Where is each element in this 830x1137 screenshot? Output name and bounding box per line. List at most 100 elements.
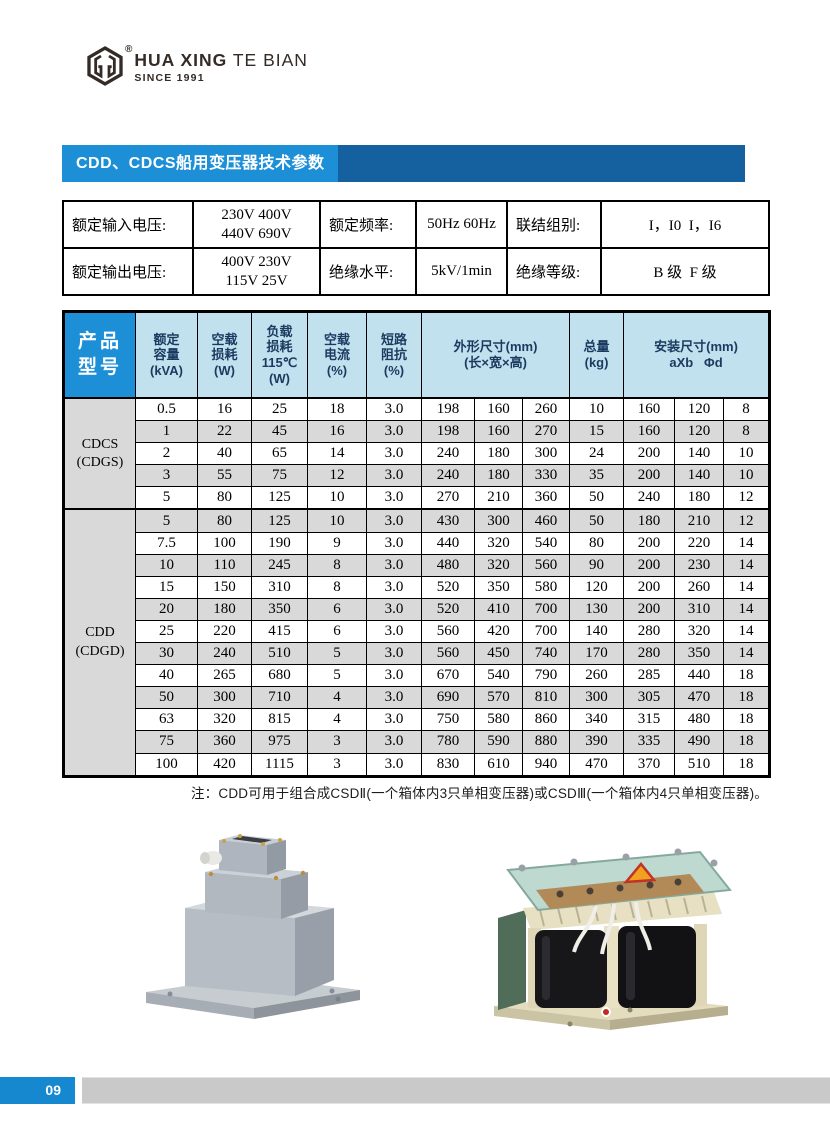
product-model-cell: CDCS (CDGS) xyxy=(63,397,136,510)
cell: 320 xyxy=(474,553,523,577)
cell: 24 xyxy=(569,442,625,466)
spec-value: B 级 F 级 xyxy=(600,247,770,296)
cell: 8 xyxy=(723,397,771,422)
cell: 245 xyxy=(251,553,308,577)
cell: 300 xyxy=(569,686,625,710)
cell: 50 xyxy=(569,486,625,510)
cell: 5 xyxy=(307,642,367,666)
cell: 16 xyxy=(197,397,252,422)
cell: 3.0 xyxy=(366,442,422,466)
cell: 350 xyxy=(251,597,308,621)
cell: 3 xyxy=(307,752,367,777)
cell: 190 xyxy=(251,531,308,555)
cell: 420 xyxy=(474,619,523,644)
cell: 610 xyxy=(474,752,523,777)
cell: 470 xyxy=(569,752,625,777)
cell: 35 xyxy=(569,464,625,488)
cell: 140 xyxy=(569,619,625,644)
cell: 30 xyxy=(135,642,198,666)
cell: 9 xyxy=(307,531,367,555)
cell: 710 xyxy=(251,686,308,710)
cell: 10 xyxy=(307,508,367,533)
cell: 3.0 xyxy=(366,464,422,488)
cell: 690 xyxy=(421,686,475,710)
cell: 125 xyxy=(251,486,308,510)
cell: 200 xyxy=(623,531,676,555)
table-row: 25 220 415 6 3.0 560 420 700 140 280 320 14 xyxy=(64,619,771,644)
cell: 350 xyxy=(674,642,725,666)
cell: 80 xyxy=(197,486,252,510)
cell: 18 xyxy=(307,397,367,422)
spec-table: 额定输入电压: 230V 400V 440V 690V 额定频率: 50Hz 60… xyxy=(62,200,770,296)
note-text: 注：CDD可用于组合成CSDⅡ(一个箱体内3只单相变压器)或CSDⅢ(一个箱体内… xyxy=(190,786,768,801)
cell: 3.0 xyxy=(366,508,422,533)
cell: 14 xyxy=(723,553,771,577)
cell: 975 xyxy=(251,730,308,754)
warning-triangle-icon xyxy=(623,862,657,884)
cell: 240 xyxy=(421,464,475,488)
cell: 160 xyxy=(623,397,676,422)
cell: 560 xyxy=(421,619,475,644)
parameters-header-row: 产品 型号 额定 容量 (kVA) 空载 损耗 (W) 负载 损耗 115℃ (W) 空载 电流(… xyxy=(63,311,771,399)
cell: 1 xyxy=(135,420,198,444)
open-frame-transformer-photo xyxy=(478,818,743,1040)
enclosed-transformer-illustration xyxy=(146,834,360,1019)
cell: 265 xyxy=(197,664,252,688)
cell: 220 xyxy=(197,619,252,644)
cell: 75 xyxy=(251,464,308,488)
table-row: 100 420 1115 3 3.0 830 610 940 470 370 510 18 xyxy=(64,752,771,777)
cell: 670 xyxy=(421,664,475,688)
parameters-table: 产品 型号 额定 容量 (kVA) 空载 损耗 (W) 负载 损耗 115℃ (W) 空载 电流(… xyxy=(62,310,772,778)
table-row: 2 40 65 14 3.0 240 180 300 24 200 140 10 xyxy=(64,442,771,466)
cell: 14 xyxy=(723,619,771,644)
cell: 198 xyxy=(421,420,475,444)
cell: 750 xyxy=(421,708,475,732)
cell: 4 xyxy=(307,708,367,732)
cell: 160 xyxy=(623,420,676,444)
cell: 120 xyxy=(674,420,725,444)
cell: 63 xyxy=(135,708,198,732)
table-row: 5 80 125 10 3.0 270 210 360 50 240 180 12 xyxy=(64,486,771,510)
cell: 1115 xyxy=(251,752,308,777)
brand-name: HUA XING TE BIAN xyxy=(134,50,308,70)
column-header-load-loss: 负载 损耗 115℃ (W) xyxy=(251,311,308,399)
cell: 440 xyxy=(421,531,475,555)
cell: 780 xyxy=(421,730,475,754)
cell: 80 xyxy=(197,508,252,533)
cell: 880 xyxy=(521,730,571,754)
cell: 260 xyxy=(674,575,725,599)
cell: 3.0 xyxy=(366,553,422,577)
cell: 240 xyxy=(623,486,676,510)
cell: 210 xyxy=(674,508,725,533)
cell: 470 xyxy=(674,686,725,710)
cell: 140 xyxy=(674,464,725,488)
cell: 540 xyxy=(474,664,523,688)
spec-value: 5kV/1min xyxy=(415,247,508,296)
cell: 18 xyxy=(723,686,771,710)
spec-label: 额定输入电压: xyxy=(62,200,194,249)
cell: 14 xyxy=(723,642,771,666)
cell: 815 xyxy=(251,708,308,732)
cell: 3.0 xyxy=(366,642,422,666)
cell: 180 xyxy=(474,464,523,488)
cell: 340 xyxy=(569,708,625,732)
spec-row: 额定输出电压: 400V 230V 115V 25V 绝缘水平: 5kV/1min… xyxy=(62,247,770,296)
cell: 280 xyxy=(623,619,676,644)
spec-value: I，I0 I，I6 xyxy=(600,200,770,249)
cell: 940 xyxy=(521,752,571,777)
cell: 240 xyxy=(197,642,252,666)
spec-label: 额定频率: xyxy=(319,200,417,249)
cell: 540 xyxy=(521,531,571,555)
cell: 300 xyxy=(474,508,523,533)
cell: 5 xyxy=(307,664,367,688)
cell: 3.0 xyxy=(366,730,422,754)
cell: 270 xyxy=(421,486,475,510)
table-row: 3 55 75 12 3.0 240 180 330 35 200 140 10 xyxy=(64,464,771,488)
cell: 22 xyxy=(197,420,252,444)
cell: 45 xyxy=(251,420,308,444)
cell: 210 xyxy=(474,486,523,510)
cell: 7.5 xyxy=(135,531,198,555)
cell: 580 xyxy=(521,575,571,599)
cell: 270 xyxy=(521,420,571,444)
cell: 510 xyxy=(251,642,308,666)
